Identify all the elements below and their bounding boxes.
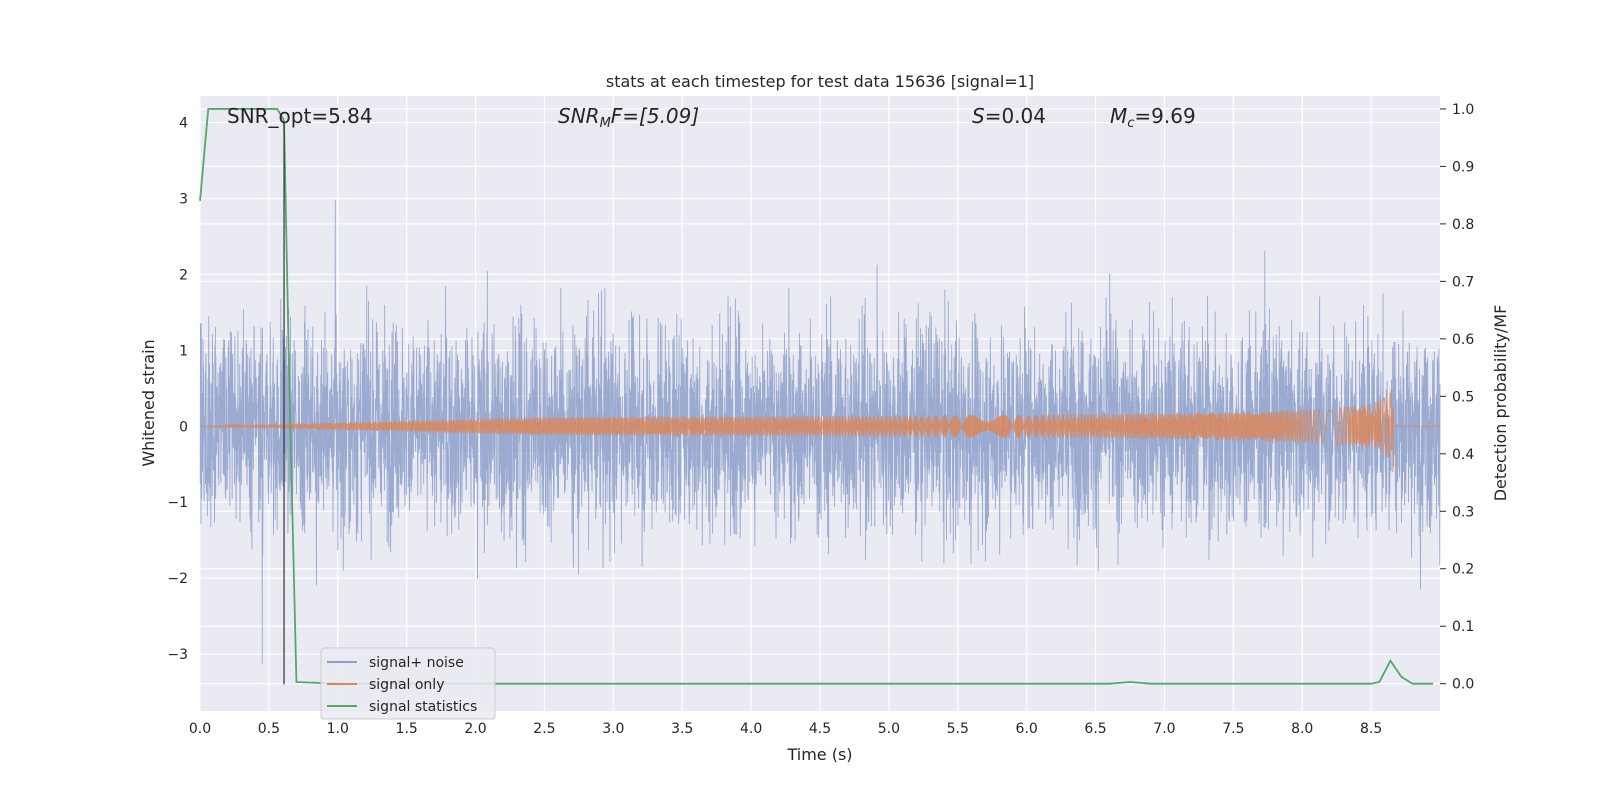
annotation-snr-mf: SNRMF=[5.09] (558, 104, 699, 131)
y-right-tick-label: 0.5 (1452, 389, 1474, 405)
y-left-tick-label: 1 (179, 343, 188, 359)
x-tick-label: 5.5 (947, 721, 969, 737)
y-right-tick-label: 0.2 (1452, 562, 1474, 578)
x-tick-label: 6.0 (1016, 721, 1038, 737)
y-left-tick-label: 4 (179, 116, 188, 132)
y-right-tick-label: 0.6 (1452, 332, 1474, 348)
y-left-tick-label: −1 (167, 495, 188, 511)
y-right-tick-label: 0.9 (1452, 159, 1474, 175)
y-left-tick-label: 3 (179, 192, 188, 208)
x-axis-label: Time (s) (786, 745, 852, 764)
x-tick-label: 3.5 (671, 721, 693, 737)
legend-label: signal statistics (369, 699, 477, 715)
x-tick-label: 5.0 (878, 721, 900, 737)
chirp-trace (199, 388, 1440, 472)
x-tick-label: 1.0 (327, 721, 349, 737)
y-right-tick-label: 0.1 (1452, 619, 1474, 635)
series-signal-statistics (199, 108, 1434, 685)
series-signal-only (199, 388, 1440, 472)
x-tick-label: 2.0 (464, 721, 486, 737)
right-y-axis-label: Detection probability/MF (1491, 305, 1510, 502)
legend-label: signal only (369, 677, 444, 693)
legend-item-signal-noise: signal+ noise (327, 655, 464, 671)
grid-lines (199, 96, 1440, 711)
y-right-tick-label: 0.8 (1452, 217, 1474, 233)
y-left-tick-label: −2 (167, 571, 188, 587)
y-right-tick-label: 1.0 (1452, 102, 1474, 118)
noise-trace (199, 199, 1441, 664)
x-tick-label: 4.0 (740, 721, 762, 737)
y-left-tick-label: 0 (179, 419, 188, 435)
left-y-axis: 4 3 2 1 0 −1 −2 −3 (167, 116, 188, 663)
legend-label: signal+ noise (369, 655, 464, 671)
chart-title: stats at each timestep for test data 156… (606, 72, 1034, 91)
series-signal-noise (199, 199, 1441, 664)
x-tick-label: 3.0 (602, 721, 624, 737)
x-tick-label: 7.5 (1222, 721, 1244, 737)
x-tick-label: 0.5 (258, 721, 280, 737)
x-tick-label: 6.5 (1084, 721, 1106, 737)
statistics-trace (199, 108, 1434, 685)
x-tick-label: 4.5 (809, 721, 831, 737)
x-tick-label: 8.5 (1360, 721, 1382, 737)
left-y-axis-label: Whitened strain (139, 339, 158, 466)
annotation-snr-opt: SNR_opt=5.84 (227, 104, 373, 128)
annotation-mc: Mc=9.69 (1110, 104, 1196, 131)
legend-item-signal-statistics: signal statistics (327, 699, 477, 715)
x-tick-label: 2.5 (533, 721, 555, 737)
y-left-tick-label: 2 (179, 267, 188, 283)
legend: signal+ noise signal only signal statist… (320, 647, 496, 720)
y-right-tick-label: 0.4 (1452, 447, 1474, 463)
x-tick-label: 7.0 (1153, 721, 1175, 737)
y-left-tick-label: −3 (167, 647, 188, 663)
x-tick-label: 8.0 (1291, 721, 1313, 737)
y-right-tick-label: 0.0 (1452, 677, 1474, 693)
right-y-axis: 1.0 0.9 0.8 0.7 0.6 0.5 0.4 0.3 0.2 0.1 0.0 (1440, 102, 1474, 693)
x-tick-label: 1.5 (396, 721, 418, 737)
y-right-tick-label: 0.7 (1452, 274, 1474, 290)
y-right-tick-label: 0.3 (1452, 504, 1474, 520)
x-tick-label: 0.0 (189, 721, 211, 737)
legend-box (320, 647, 496, 720)
legend-item-signal-only: signal only (327, 677, 444, 693)
annotation-s: S=0.04 (972, 104, 1046, 128)
x-axis: 0.0 0.5 1.0 1.5 2.0 2.5 3.0 3.5 4.0 4.5 5.0 5.5 6.0 6… (189, 721, 1382, 737)
